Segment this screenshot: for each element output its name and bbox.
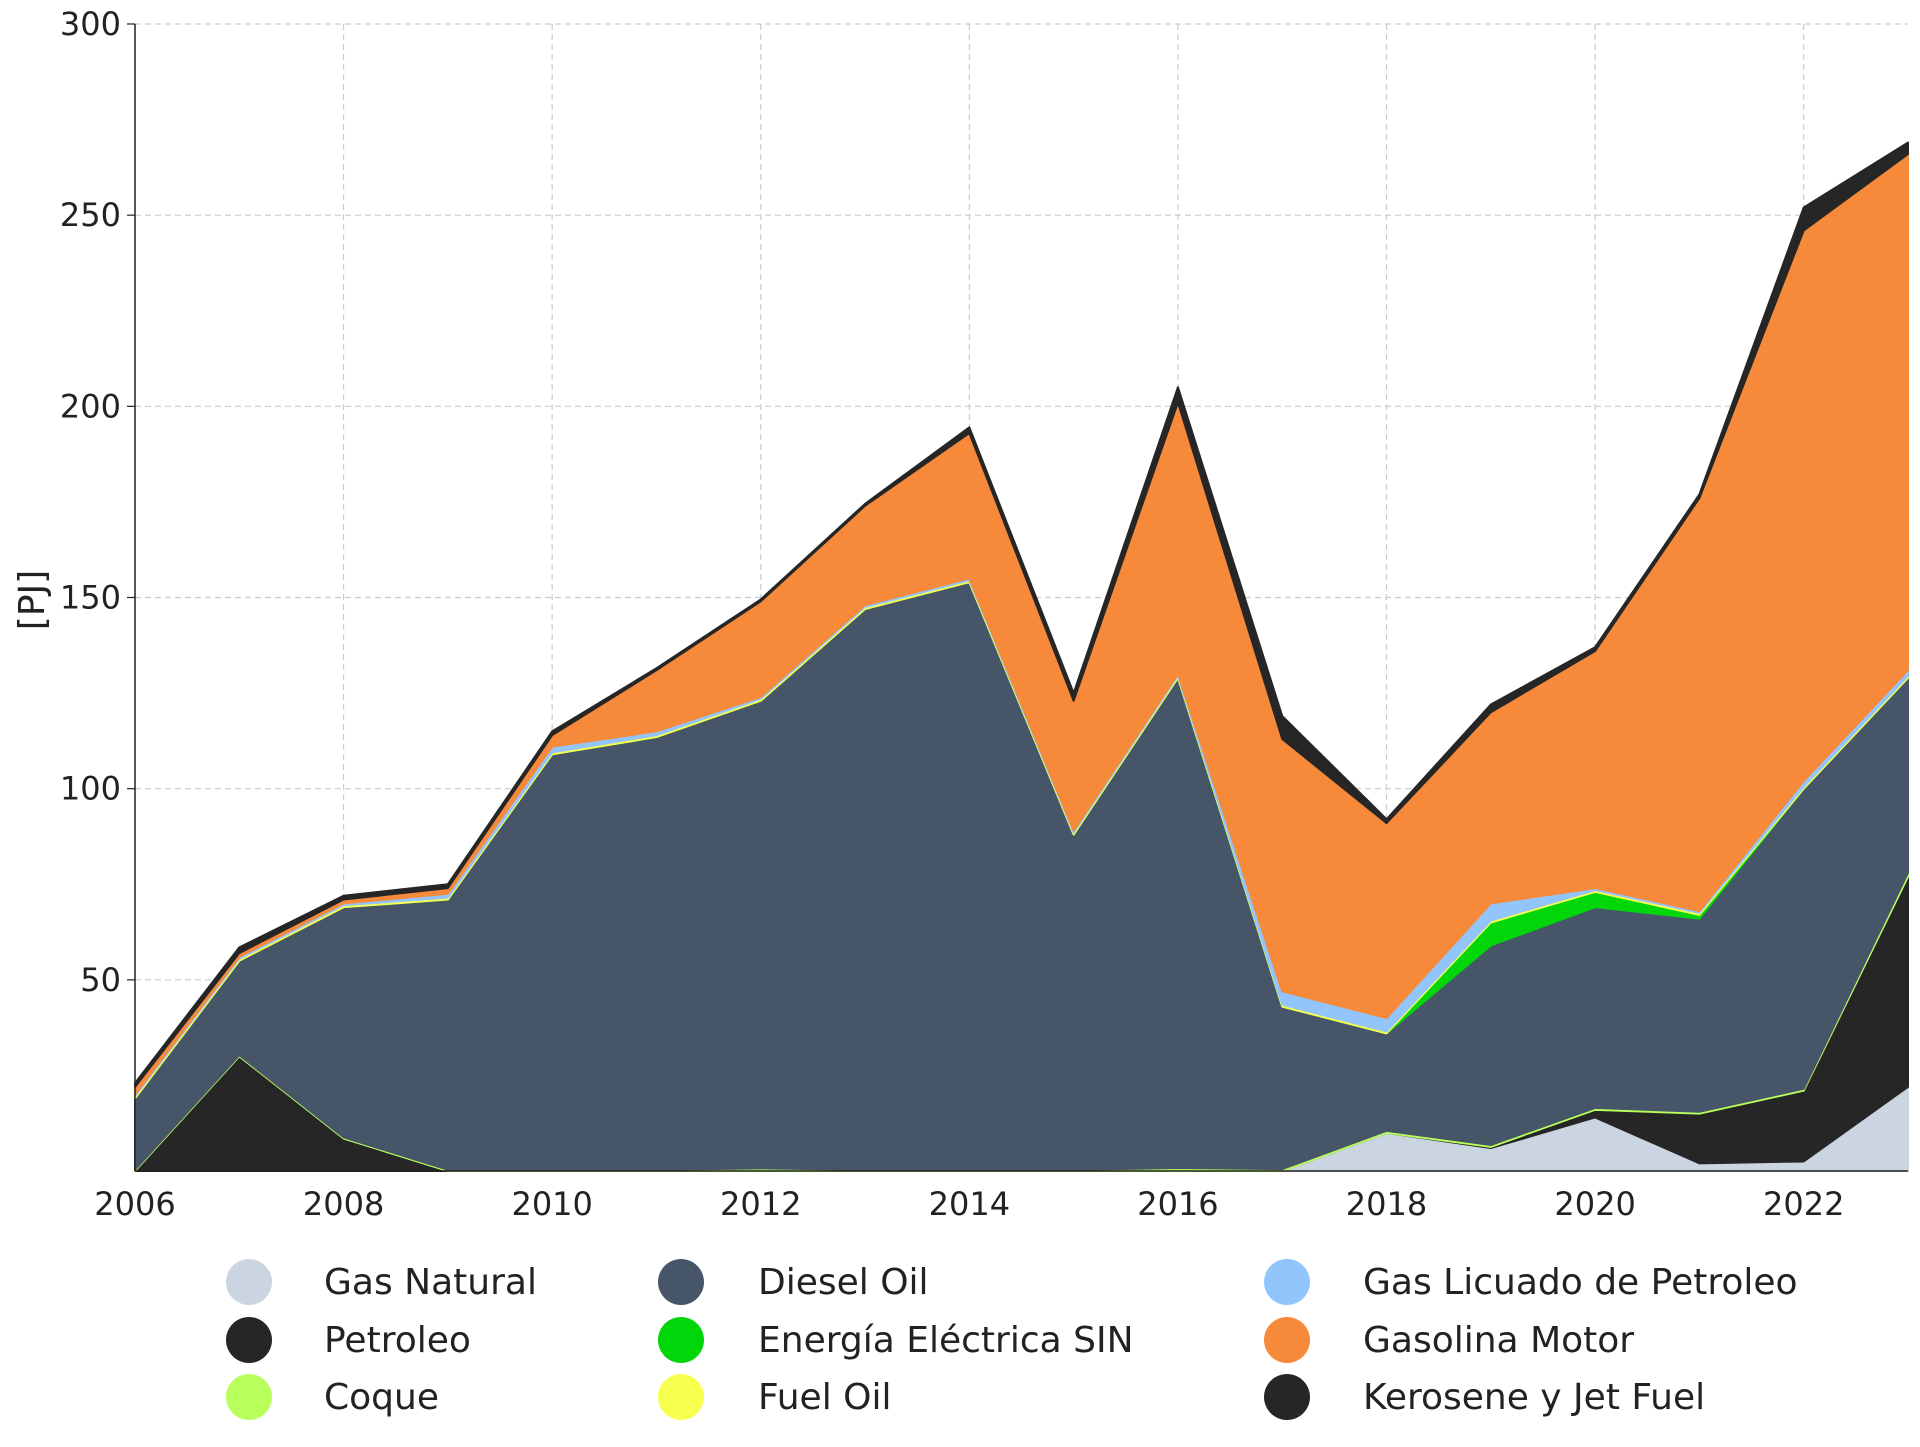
y-tick-label: 150 — [60, 579, 121, 617]
x-tick-label: 2010 — [511, 1185, 592, 1223]
x-tick-label: 2014 — [929, 1185, 1010, 1223]
area-series — [134, 141, 1909, 1172]
x-tick-label: 2012 — [720, 1185, 801, 1223]
legend-label-coque: Coque — [324, 1377, 439, 1418]
legend-label-gas-licuado-de-petroleo: Gas Licuado de Petroleo — [1363, 1262, 1798, 1303]
y-tick-label: 300 — [60, 5, 121, 43]
legend-marker-gas-natural — [226, 1259, 272, 1305]
x-tick-label: 2016 — [1137, 1185, 1218, 1223]
legend-label-gasolina-motor: Gasolina Motor — [1363, 1320, 1634, 1361]
legend-marker-gas-licuado-de-petroleo — [1264, 1259, 1310, 1305]
x-tick-label: 2018 — [1346, 1185, 1427, 1223]
legend-marker-gasolina-motor — [1264, 1317, 1310, 1363]
legend-marker-petroleo — [226, 1317, 272, 1363]
y-tick-label: 50 — [80, 961, 121, 999]
y-tick-label: 100 — [60, 770, 121, 808]
legend-marker-kerosene-y-jet-fuel — [1264, 1374, 1310, 1420]
legend-label-gas-natural: Gas Natural — [324, 1262, 537, 1303]
x-tick-label: 2008 — [303, 1185, 384, 1223]
legend: Gas Natural Petroleo Coque Diesel Oil Energí… — [226, 1259, 1798, 1420]
legend-marker-coque — [226, 1374, 272, 1420]
y-axis-label: [PJ] — [12, 570, 53, 630]
legend-marker-diesel-oil — [658, 1259, 704, 1305]
y-tick-label: 200 — [60, 387, 121, 425]
x-tick-label: 2020 — [1554, 1185, 1635, 1223]
legend-label-energia-electrica-sin: Energía Eléctrica SIN — [758, 1320, 1134, 1361]
area-kerosene-y-jet-fuel — [134, 141, 1909, 1088]
legend-label-kerosene-y-jet-fuel: Kerosene y Jet Fuel — [1363, 1377, 1705, 1418]
x-tick-label: 2006 — [94, 1185, 175, 1223]
legend-label-fuel-oil: Fuel Oil — [758, 1377, 892, 1418]
legend-label-diesel-oil: Diesel Oil — [758, 1262, 929, 1303]
legend-marker-fuel-oil — [658, 1374, 704, 1420]
x-tick-label: 2022 — [1763, 1185, 1844, 1223]
y-tick-label: 250 — [60, 196, 121, 234]
legend-label-petroleo: Petroleo — [324, 1320, 471, 1361]
legend-marker-energia-electrica-sin — [658, 1317, 704, 1363]
axes: 2006 2008 2010 2012 2014 2016 2018 2020 2022 50 10… — [60, 5, 1908, 1223]
